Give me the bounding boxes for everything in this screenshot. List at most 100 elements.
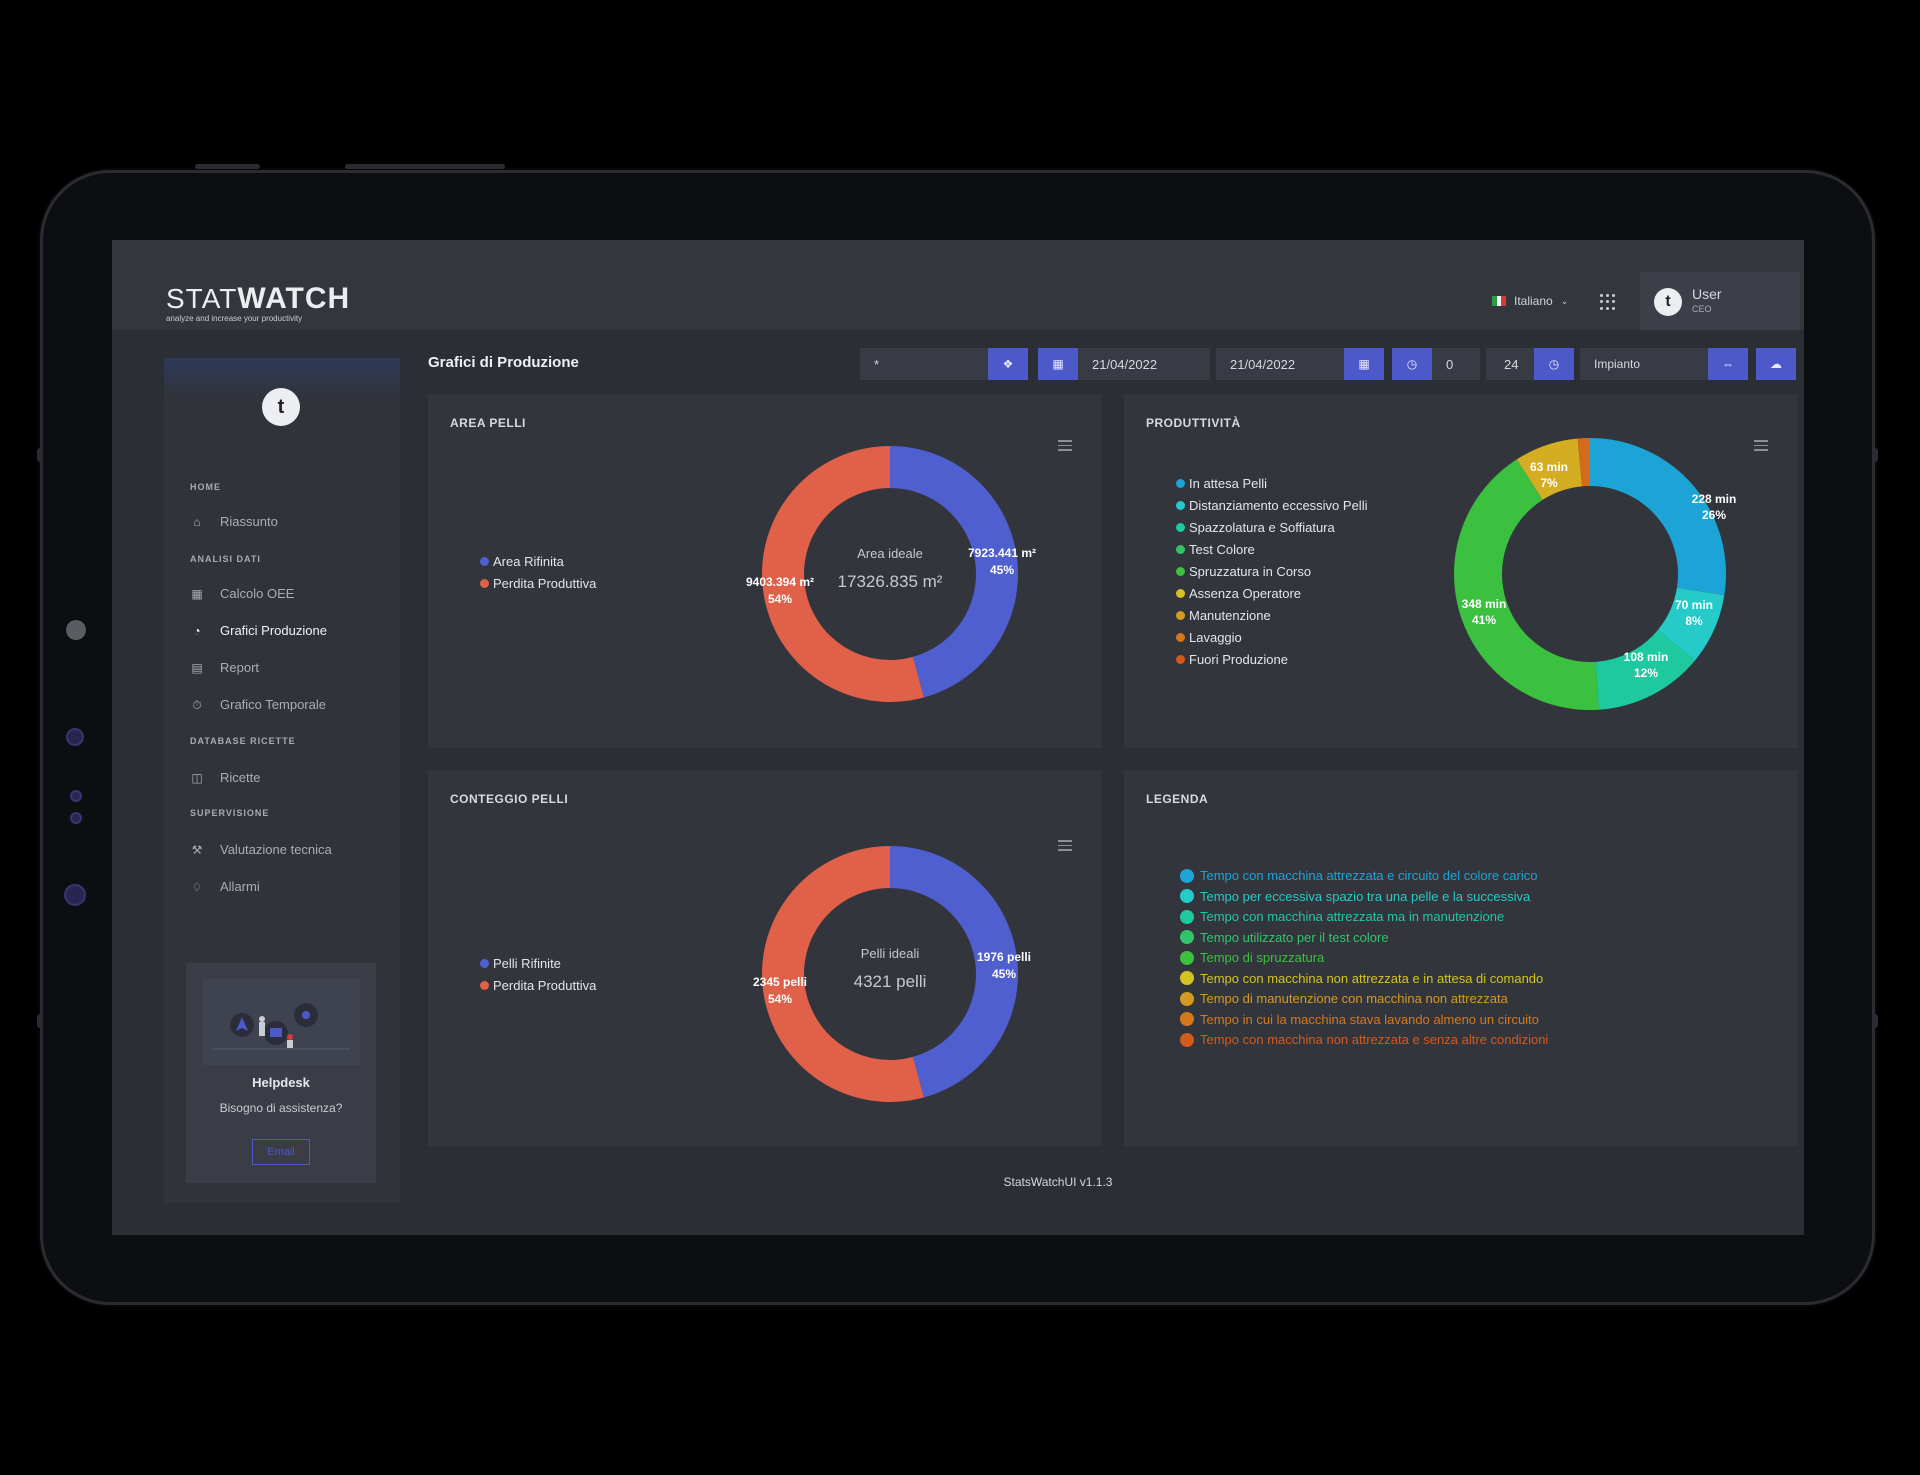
donut-slice[interactable]	[762, 446, 924, 702]
donut-slice[interactable]	[1590, 438, 1726, 596]
legend-dot	[1180, 950, 1194, 965]
hour-from-value: 0	[1446, 357, 1454, 372]
donut-slice[interactable]	[1577, 438, 1590, 487]
legend-label: Spazzolatura e Soffiatura	[1189, 520, 1335, 535]
sensor-icon	[66, 728, 84, 746]
data-label-pct: 45%	[990, 563, 1014, 577]
user-menu[interactable]: t User CEO	[1640, 272, 1800, 330]
donut-slice[interactable]	[762, 846, 924, 1102]
helpdesk-card: Helpdesk Bisogno di assistenza? Email	[186, 963, 376, 1183]
date-to-input[interactable]: 21/04/2022	[1216, 348, 1344, 380]
hour-to-button[interactable]: ◷	[1534, 348, 1574, 380]
legend-label: Test Colore	[1189, 542, 1255, 557]
donut-slice[interactable]	[890, 446, 1018, 698]
menu-icon[interactable]	[1058, 440, 1072, 451]
language-selector[interactable]: Italiano ⌄	[1492, 294, 1568, 308]
donut-slice[interactable]	[1516, 438, 1583, 500]
legend-item[interactable]: Manutenzione	[1176, 608, 1271, 623]
legend-entry: Tempo per eccessiva spazio tra una pelle…	[1180, 889, 1530, 904]
legend-item[interactable]: Pelli Rifinite	[480, 956, 561, 971]
nav-section-database: DATABASE RICETTE	[190, 736, 296, 746]
date-to-value: 21/04/2022	[1230, 357, 1296, 372]
hour-from-button[interactable]: ◷	[1392, 348, 1432, 380]
legend-item[interactable]: Lavaggio	[1176, 630, 1242, 645]
legend-dot	[1180, 868, 1194, 883]
legend-dot	[1180, 930, 1194, 944]
card-title: LEGENDA	[1146, 792, 1209, 806]
arrows-icon: ⇔	[1722, 357, 1734, 371]
report-icon: ▤	[191, 660, 203, 675]
legend-item[interactable]: Perdita Produttiva	[480, 576, 596, 591]
legend-entry: Tempo con macchina non attrezzata e in a…	[1180, 971, 1543, 986]
sidebar-avatar[interactable]: t	[262, 388, 300, 426]
sidebar-item-ricette[interactable]: ◫ Ricette	[190, 770, 260, 785]
legend-item[interactable]: Area Rifinita	[480, 554, 564, 569]
plant-button[interactable]: ⇔	[1708, 348, 1748, 380]
donut-slice[interactable]	[1454, 459, 1599, 710]
donut-slice[interactable]	[1595, 629, 1696, 710]
donut-slice[interactable]	[890, 846, 1018, 1098]
sidebar-item-grafico-temporale[interactable]: ⏱ Grafico Temporale	[190, 697, 326, 712]
sidebar-item-calcolo-oee[interactable]: ▦ Calcolo OEE	[190, 586, 294, 601]
donut-slice[interactable]	[1657, 587, 1725, 661]
apps-grid-icon[interactable]	[1600, 294, 1616, 310]
calendar-from-button[interactable]: ▦	[1038, 348, 1078, 380]
user-name: User	[1692, 286, 1722, 302]
data-label-value: 348 min	[1462, 597, 1507, 611]
card-title: PRODUTTIVITÀ	[1146, 416, 1241, 430]
clock-icon: ⏱	[192, 697, 202, 712]
legend-item[interactable]: Spruzzatura in Corso	[1176, 564, 1311, 579]
data-label-value: 1976 pelli	[977, 950, 1031, 964]
filter-button[interactable]: ❖	[988, 348, 1028, 380]
sidebar-item-allarmi[interactable]: ♢ Allarmi	[190, 879, 260, 894]
legend-entry: Tempo in cui la macchina stava lavando a…	[1180, 1012, 1539, 1027]
sidebar-item-report[interactable]: ▤ Report	[190, 660, 259, 675]
legend-label: Assenza Operatore	[1189, 586, 1302, 601]
app-logo[interactable]: STATWATCH analyze and increase your prod…	[166, 282, 350, 323]
legend-dot	[1176, 633, 1185, 642]
cube-icon: ❖	[1002, 357, 1014, 371]
legend-text: Tempo con macchina non attrezzata e in a…	[1200, 970, 1544, 986]
menu-icon[interactable]	[1058, 840, 1072, 851]
data-label-value: 63 min	[1530, 460, 1568, 474]
legend-item[interactable]: Assenza Operatore	[1176, 586, 1301, 601]
tablet-side-button	[37, 448, 43, 462]
legend-entry: Tempo utilizzato per il test colore	[1180, 930, 1389, 945]
menu-icon[interactable]	[1754, 440, 1768, 451]
search-input[interactable]: *	[860, 348, 988, 380]
legend-item[interactable]: Test Colore	[1176, 542, 1255, 557]
brand-bold: WATCH	[237, 282, 351, 315]
hour-to-input[interactable]: 24	[1486, 348, 1534, 380]
calendar-to-button[interactable]: ▦	[1344, 348, 1384, 380]
card-legenda: LEGENDA Tempo con macchina attrezzata e …	[1124, 770, 1798, 1146]
date-from-input[interactable]: 21/04/2022	[1078, 348, 1210, 380]
legend-item[interactable]: Distanziamento eccessivo Pelli	[1176, 498, 1367, 513]
sidebar-item-label: Ricette	[220, 770, 261, 785]
legend-dot	[1176, 523, 1185, 532]
legend-dot	[1180, 971, 1194, 985]
sidebar-item-valutazione-tecnica[interactable]: ⚒ Valutazione tecnica	[190, 842, 332, 857]
email-button[interactable]: Email	[252, 1139, 310, 1165]
data-label-pct: 26%	[1702, 508, 1726, 522]
legend-dot	[1176, 567, 1185, 576]
legend-entry: Tempo con macchina attrezzata ma in manu…	[1180, 909, 1504, 924]
download-button[interactable]: ☁	[1756, 348, 1796, 380]
center-label: Pelli ideali	[861, 946, 920, 961]
legend-item[interactable]: Perdita Produttiva	[480, 978, 596, 993]
user-role: CEO	[1692, 304, 1712, 314]
sidebar-item-label: Report	[220, 660, 260, 675]
legend-item[interactable]: In attesa Pelli	[1176, 476, 1267, 491]
card-title: AREA PELLI	[450, 416, 526, 430]
helpdesk-title: Helpdesk	[252, 1075, 310, 1090]
card-conteggio-pelli: CONTEGGIO PELLI Pelli Rifinite Perdita P…	[428, 770, 1102, 1146]
hour-from-input[interactable]: 0	[1432, 348, 1480, 380]
sidebar-item-grafici-produzione[interactable]: ◔ Grafici Produzione	[190, 623, 327, 638]
legend-item[interactable]: Spazzolatura e Soffiatura	[1176, 520, 1335, 535]
cloud-icon: ☁	[1770, 357, 1782, 371]
bell-icon: ♢	[191, 879, 203, 894]
legend-item[interactable]: Fuori Produzione	[1176, 652, 1288, 667]
legend-text: Tempo con macchina non attrezzata e senz…	[1200, 1032, 1549, 1047]
plant-select[interactable]: Impianto	[1580, 348, 1708, 380]
data-label-pct: 8%	[1685, 614, 1703, 628]
sidebar-item-riassunto[interactable]: ⌂ Riassunto	[190, 514, 277, 529]
